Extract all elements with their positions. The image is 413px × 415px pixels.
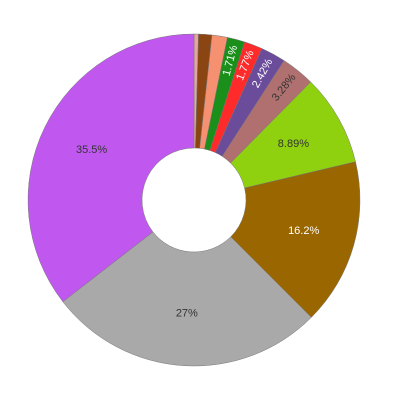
value-label: 35.5% (76, 144, 107, 156)
value-label: 8.89% (278, 138, 309, 150)
value-label: 27% (176, 308, 198, 320)
slice (27, 33, 195, 303)
slice (230, 161, 361, 318)
slice (62, 231, 312, 367)
value-label: 16.2% (288, 225, 319, 237)
